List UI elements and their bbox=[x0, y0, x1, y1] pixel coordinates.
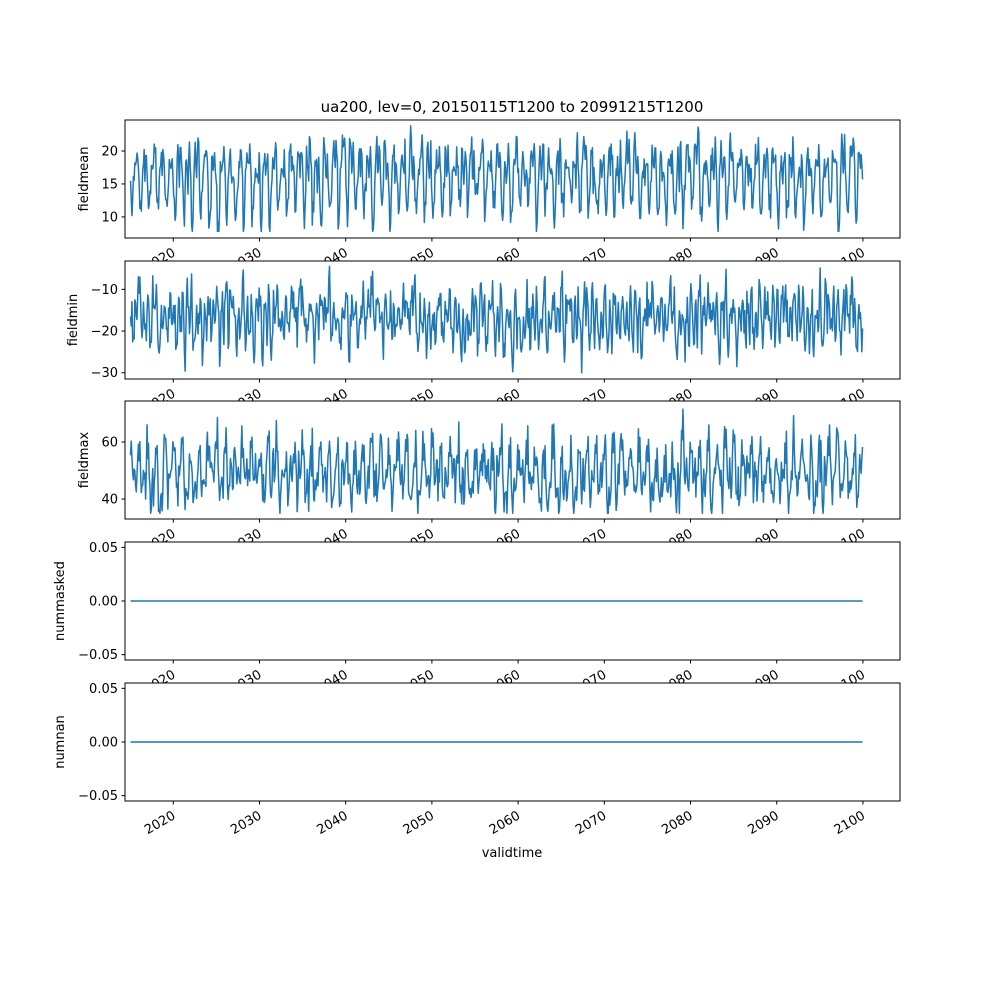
ytick-label: 20 bbox=[101, 144, 118, 159]
ylabel: fieldmean bbox=[77, 147, 92, 212]
axes-frame bbox=[124, 400, 901, 520]
ytick-label: 0.05 bbox=[89, 541, 118, 556]
ytick-label: 10 bbox=[101, 210, 118, 225]
series-line-fieldmax bbox=[129, 408, 864, 515]
ytick-label: −10 bbox=[91, 283, 118, 298]
subplot-fieldmin: −30−20−10fieldmin20202030204020502060207… bbox=[66, 260, 901, 416]
xtick-label: 2070 bbox=[573, 808, 609, 838]
ytick-label: 0.00 bbox=[89, 595, 118, 610]
subplot-numnan: −0.05 0.00 0.05 numnan 2020 2030 2040 2050 2060 2… bbox=[53, 682, 901, 838]
ytick-label: 60 bbox=[101, 436, 118, 451]
ylabel: nummasked bbox=[53, 561, 68, 641]
axes-frame bbox=[124, 119, 901, 239]
ylabel: numnan bbox=[53, 715, 68, 769]
xtick-label: 2060 bbox=[487, 808, 523, 838]
ytick-label: −30 bbox=[91, 366, 118, 381]
ytick-label: 0.05 bbox=[89, 682, 118, 697]
ytick-label: −20 bbox=[91, 325, 118, 340]
chart-title: ua200, lev=0, 20150115T1200 to 20991215T… bbox=[321, 98, 704, 116]
xtick-label: 2040 bbox=[315, 808, 351, 838]
ytick-label: 15 bbox=[101, 177, 118, 192]
xtick-label: 2020 bbox=[142, 808, 178, 838]
ylabel: fieldmin bbox=[66, 294, 81, 347]
ytick-label: 40 bbox=[101, 493, 118, 508]
axes-frame bbox=[124, 260, 901, 380]
xtick-label: 2090 bbox=[746, 808, 782, 838]
ytick-label: −0.05 bbox=[78, 789, 118, 804]
ytick-label: 0.00 bbox=[89, 736, 118, 751]
series-line-fieldmin bbox=[129, 265, 864, 374]
xtick-label: 2080 bbox=[659, 808, 695, 838]
xtick-label: 2100 bbox=[832, 808, 868, 838]
ytick-label: −0.05 bbox=[78, 648, 118, 663]
xtick-label: 2030 bbox=[228, 808, 264, 838]
xtick-label: 2050 bbox=[401, 808, 437, 838]
series-line-fieldmean bbox=[129, 125, 864, 233]
xlabel: validtime bbox=[482, 846, 543, 861]
ylabel: fieldmax bbox=[77, 432, 92, 489]
